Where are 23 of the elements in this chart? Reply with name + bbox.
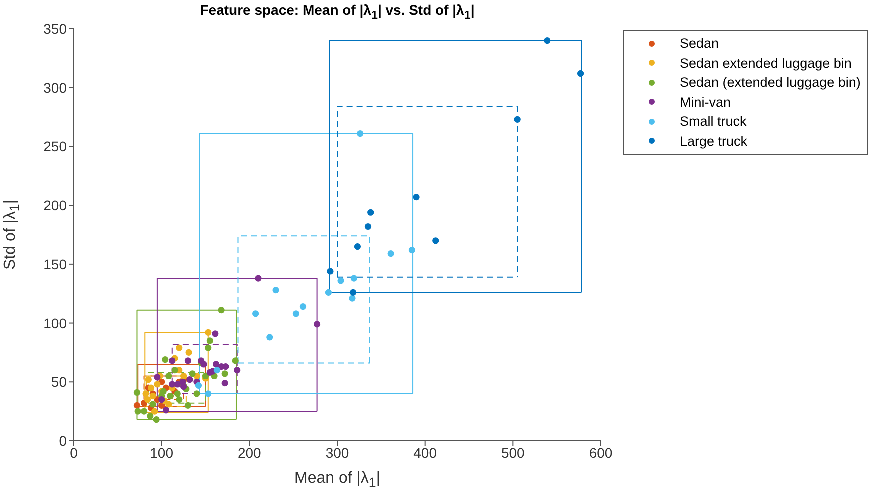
y-tick-label: 50 [51, 374, 68, 390]
y-tick-label: 150 [44, 256, 68, 272]
y-tick-label: 250 [44, 138, 68, 155]
legend-label: Sedan [680, 36, 720, 52]
x-tick-label: 0 [70, 444, 78, 461]
x-tick-label: 500 [501, 444, 526, 461]
y-tick-label: 0 [59, 432, 68, 449]
x-tick-label: 300 [326, 444, 350, 461]
y-tick-label: 100 [44, 315, 68, 332]
legend-label: Sedan extended luggage bin [680, 56, 852, 71]
y-tick-label: 200 [44, 198, 68, 214]
chart-title: Feature space: Mean of |λ$_{1}$| vs. Std of |λ$_{1}$| [199, 2, 476, 22]
legend-label: Sedan (extended luggage bin) [680, 75, 861, 90]
legend-label: Small truck [680, 114, 747, 130]
x-tick-label: 400 [414, 444, 438, 461]
legend-label: Large truck [680, 134, 748, 149]
legend-label: Mini-van [680, 94, 732, 110]
x-tick-label: 600 [589, 444, 613, 461]
y-tick-label: 350 [44, 20, 68, 37]
x-tick-label: 100 [150, 444, 174, 461]
y-tick-label: 300 [44, 80, 68, 96]
x-tick-label: 200 [238, 444, 262, 461]
x-axis-title: Mean of |λ$_{1}$| [294, 470, 382, 490]
